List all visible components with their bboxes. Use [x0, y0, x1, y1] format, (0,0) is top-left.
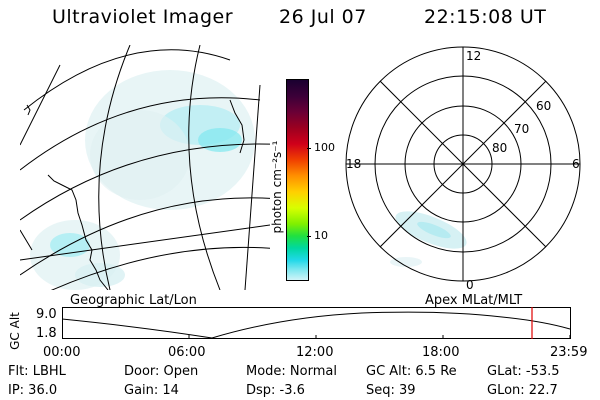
latitude-grid: [20, 49, 270, 290]
info-glon: GLon: 22.7: [487, 383, 558, 398]
app-title: Ultraviolet Imager: [52, 6, 234, 28]
colorbar-label-10: 10: [314, 229, 328, 242]
aurora-emission-upper: [85, 70, 255, 210]
colorbar-tick-10: [307, 236, 311, 237]
geographic-map: [20, 45, 270, 290]
mlat-label-70: 70: [514, 122, 529, 136]
time-label: 22:15:08 UT: [424, 6, 547, 28]
orbit-x-tick-2359: 23:59: [550, 345, 588, 360]
info-seq: Seq: 39: [366, 383, 416, 398]
info-ip: IP: 36.0: [8, 383, 58, 398]
apex-caption: Apex MLat/MLT: [425, 293, 523, 308]
mlat-label-60: 60: [536, 99, 551, 113]
info-dsp: Dsp: -3.6: [246, 383, 305, 398]
geographic-caption: Geographic Lat/Lon: [70, 293, 197, 308]
orbit-y-tick-low: 1.8: [36, 326, 57, 341]
orbit-altitude-plot: [62, 307, 571, 339]
altitude-curve: [62, 311, 571, 339]
orbit-x-tick-0600: 06:00: [168, 345, 206, 360]
mlt-label-18: 18: [346, 157, 361, 171]
orbit-plot-frame: [62, 307, 571, 339]
colorbar-label-100: 100: [314, 141, 335, 154]
mlt-label-0: 0: [466, 278, 474, 290]
info-door: Door: Open: [124, 364, 199, 379]
orbit-y-axis-label: GC Alt: [7, 312, 22, 350]
magnetic-polar-plot: 12 6 0 18 60 70 80: [345, 46, 581, 290]
colorbar-unit-label: photon cm⁻²s⁻¹: [270, 140, 284, 234]
info-flt: Flt: LBHL: [8, 364, 66, 379]
date-label: 26 Jul 07: [279, 6, 367, 28]
longitude-grid: [20, 45, 270, 290]
mlat-label-80: 80: [492, 141, 507, 155]
info-gc-alt: GC Alt: 6.5 Re: [366, 364, 457, 379]
mlt-label-12: 12: [466, 49, 481, 63]
orbit-x-tick-1200: 12:00: [296, 345, 334, 360]
color-scale-bar: [286, 79, 309, 281]
orbit-x-tick-0000: 00:00: [43, 345, 81, 360]
coastline: [20, 99, 245, 290]
info-glat: GLat: -53.5: [487, 364, 560, 379]
orbit-y-tick-high: 9.0: [36, 307, 57, 322]
orbit-x-tick-1800: 18:00: [422, 345, 460, 360]
mlt-label-6: 6: [572, 157, 580, 171]
mlt-spokes: [346, 47, 580, 281]
info-mode: Mode: Normal: [246, 364, 337, 379]
colorbar-tick-100: [307, 148, 311, 149]
info-gain: Gain: 14: [124, 383, 179, 398]
aurora-emission-polar: [390, 211, 467, 267]
